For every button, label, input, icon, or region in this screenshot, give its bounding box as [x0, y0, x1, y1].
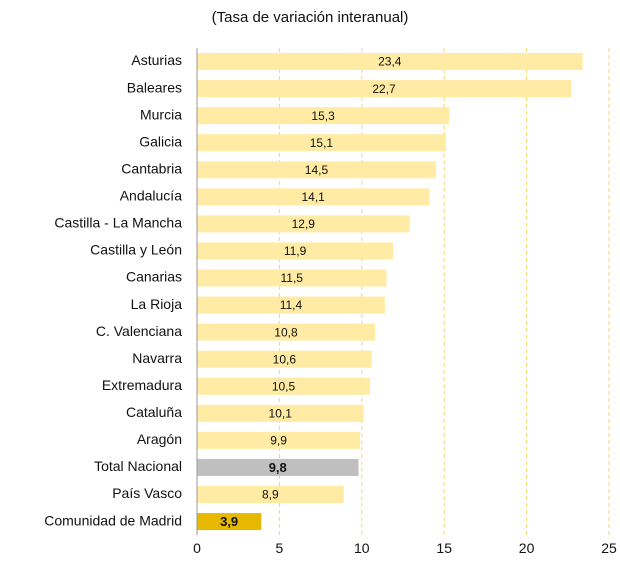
value-label: 11,4 — [280, 298, 303, 312]
y-tick-label: Comunidad de Madrid — [44, 512, 182, 528]
value-label: 10,6 — [273, 352, 297, 366]
value-label: 10,5 — [272, 379, 296, 393]
bar — [197, 513, 262, 531]
bar — [197, 431, 361, 449]
y-tick-label: Castilla y León — [90, 242, 182, 258]
y-tick-label: Andalucía — [120, 188, 182, 204]
x-tick-label: 0 — [193, 540, 201, 556]
value-label: 12,9 — [292, 217, 316, 231]
bar — [197, 296, 385, 314]
value-label: 11,9 — [284, 244, 307, 258]
value-label: 3,9 — [220, 514, 238, 529]
bar — [197, 188, 430, 206]
y-tick-label: Baleares — [127, 79, 182, 95]
bar — [197, 377, 371, 395]
value-label: 22,7 — [372, 82, 396, 96]
y-tick-label: Total Nacional — [94, 458, 182, 474]
y-tick-label: Cantabria — [121, 160, 182, 176]
bar — [197, 269, 387, 287]
value-label: 9,8 — [269, 460, 287, 475]
x-tick-label: 15 — [436, 540, 452, 556]
bar — [197, 350, 372, 368]
y-tick-label: Canarias — [126, 269, 182, 285]
bar — [197, 215, 410, 233]
bar — [197, 161, 436, 179]
y-tick-label: Navarra — [132, 350, 182, 366]
x-tick-label: 25 — [601, 540, 617, 556]
x-tick-label: 20 — [519, 540, 535, 556]
bar — [197, 80, 572, 98]
bar — [197, 458, 359, 476]
value-label: 8,9 — [262, 488, 279, 502]
bar — [197, 107, 450, 125]
value-label: 15,1 — [310, 136, 334, 150]
y-tick-label: La Rioja — [131, 296, 183, 312]
chart-subtitle: (Tasa de variación interanual) — [212, 9, 409, 26]
value-label: 15,3 — [311, 109, 335, 123]
bar — [197, 323, 375, 341]
y-tick-label: Cataluña — [126, 404, 182, 420]
y-tick-label: Castilla - La Mancha — [54, 215, 182, 231]
y-tick-label: Aragón — [137, 431, 182, 447]
value-label: 9,9 — [270, 434, 287, 448]
value-label: 11,5 — [281, 271, 304, 285]
y-tick-label: Murcia — [140, 106, 182, 122]
x-tick-label: 10 — [354, 540, 370, 556]
x-tick-label: 5 — [276, 540, 284, 556]
y-tick-label: País Vasco — [112, 485, 182, 501]
value-label: 14,1 — [302, 190, 326, 204]
bar — [197, 53, 583, 71]
value-label: 23,4 — [378, 55, 402, 69]
value-label: 14,5 — [305, 163, 329, 177]
y-tick-label: C. Valenciana — [96, 323, 182, 339]
y-tick-label: Galicia — [139, 133, 182, 149]
value-label: 10,8 — [274, 325, 298, 339]
y-tick-label: Extremadura — [102, 377, 182, 393]
bar — [197, 404, 364, 422]
bar — [197, 242, 394, 260]
y-tick-label: Asturias — [131, 52, 182, 68]
bar — [197, 134, 446, 152]
bar — [197, 485, 344, 503]
value-label: 10,1 — [269, 406, 293, 420]
